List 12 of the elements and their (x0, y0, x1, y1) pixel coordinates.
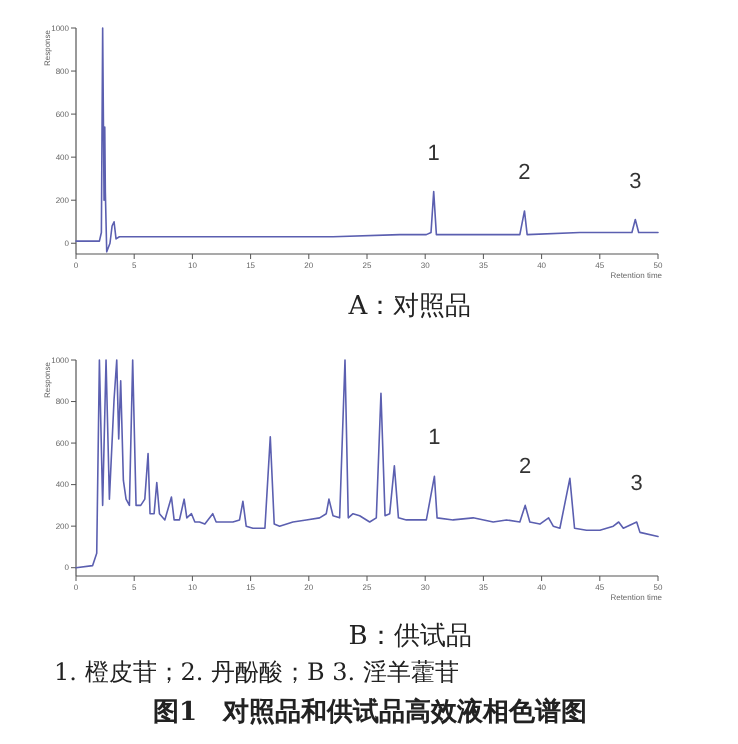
annotation: 3 (630, 472, 643, 496)
annotation: 3 (629, 169, 642, 194)
annotation: 1 (427, 141, 440, 166)
line-series (75, 359, 659, 569)
annotation: 2 (518, 160, 531, 185)
line-series (75, 27, 659, 253)
text: B：供试品 (348, 622, 472, 652)
annotation: 1 (428, 426, 441, 451)
text: 1. 橙皮苷；2. 丹酚酸；B 3. 淫羊藿苷 (54, 658, 459, 686)
annotation: 2 (519, 455, 532, 480)
text: A：对照品 (346, 292, 472, 322)
caption: 图1 对照品和供试品高效液相色谱图 (152, 696, 588, 728)
